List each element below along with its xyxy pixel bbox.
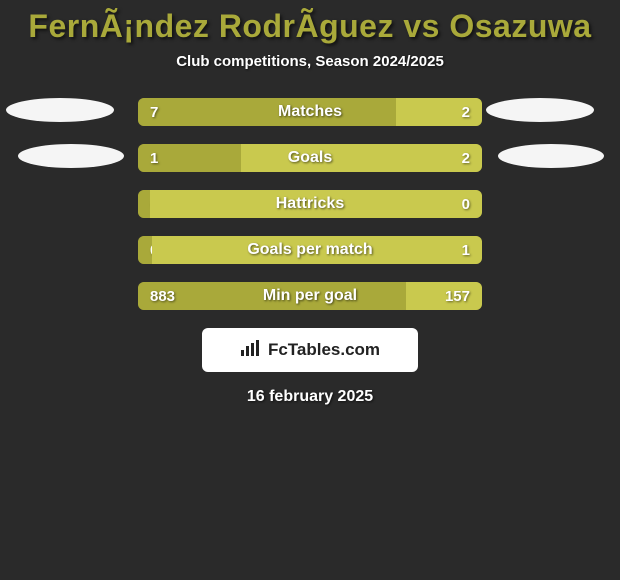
bar-track: 72 (138, 98, 482, 126)
bar-right-value: 1 (152, 236, 482, 264)
bar-left-value: 1 (138, 144, 241, 172)
bar-right-value: 2 (396, 98, 482, 126)
page-title: FernÃ¡ndez RodrÃ­guez vs Osazuwa (0, 0, 620, 45)
logo-box: FcTables.com (202, 328, 418, 372)
comparison-chart: 72Matches 12Goals 00Hattricks 0.141Goals pe… (0, 98, 620, 310)
stat-row: 72Matches (0, 98, 620, 126)
logo-text: FcTables.com (268, 340, 380, 360)
bar-left-value: 0 (138, 190, 150, 218)
bar-track: 0.141 (138, 236, 482, 264)
bar-track: 00 (138, 190, 482, 218)
bar-right-value: 2 (241, 144, 482, 172)
bar-left-value: 7 (138, 98, 396, 126)
bar-left-value: 883 (138, 282, 406, 310)
stat-row: 883157Min per goal (0, 282, 620, 310)
stat-row: 00Hattricks (0, 190, 620, 218)
subtitle: Club competitions, Season 2024/2025 (0, 53, 620, 70)
bar-right-value: 0 (150, 190, 482, 218)
bar-track: 883157 (138, 282, 482, 310)
stat-row: 12Goals (0, 144, 620, 172)
bar-track: 12 (138, 144, 482, 172)
stat-row: 0.141Goals per match (0, 236, 620, 264)
date-label: 16 february 2025 (0, 388, 620, 406)
bar-right-value: 157 (406, 282, 482, 310)
bar-chart-icon (240, 339, 262, 362)
bar-left-value: 0.14 (138, 236, 152, 264)
